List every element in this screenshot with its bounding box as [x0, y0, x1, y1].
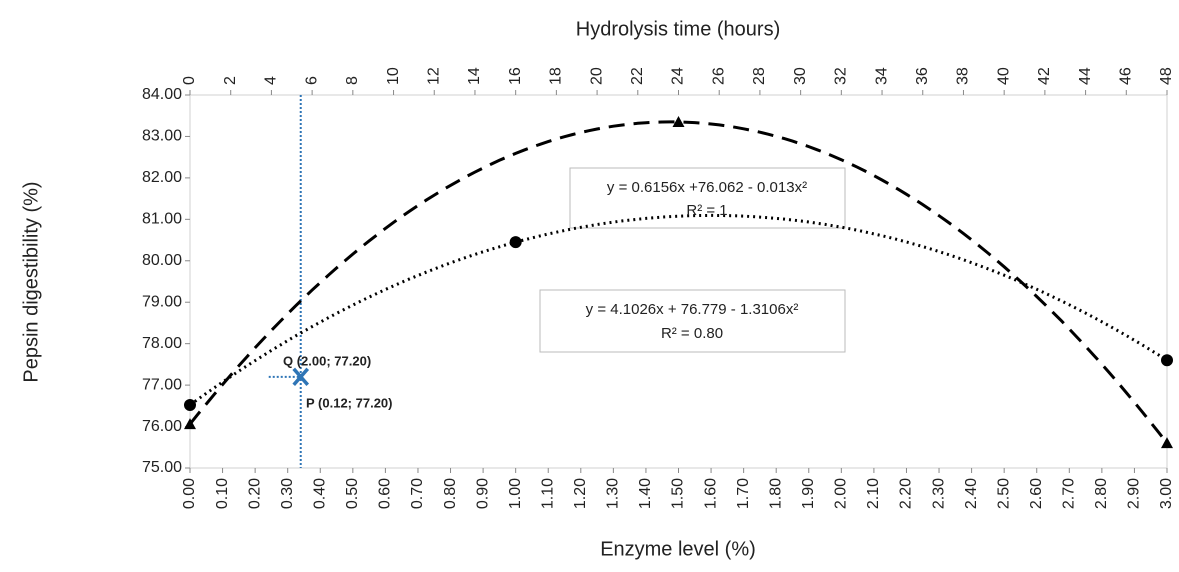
x2-tick-label: 8	[344, 76, 361, 85]
x-tick-label: 1.30	[605, 478, 622, 509]
top-axis-title: Hydrolysis time (hours)	[576, 18, 780, 40]
x2-tick-label: 12	[425, 67, 442, 85]
x-tick-label: 3.00	[1158, 478, 1175, 509]
x-tick-label: 0.10	[214, 478, 231, 509]
trendline	[189, 213, 1168, 407]
x-tick-label: 2.90	[1126, 478, 1143, 509]
x2-tick-label: 22	[629, 67, 646, 85]
x-tick-label: 1.10	[539, 478, 556, 509]
x-tick-label: 1.40	[637, 478, 654, 509]
x-tick-label: 0.70	[409, 478, 426, 509]
x-tick-label: 0.90	[474, 478, 491, 509]
y-tick-label: 78.00	[142, 335, 182, 352]
x2-tick-label: 36	[914, 67, 931, 85]
x-marker	[292, 367, 310, 386]
x-tick-label: 2.70	[1061, 478, 1078, 509]
circle-point	[509, 236, 522, 249]
y-tick-label: 83.00	[142, 128, 182, 145]
trendline	[188, 120, 1169, 445]
x2-tick-label: 4	[263, 76, 280, 85]
x2-tick-label: 44	[1077, 67, 1094, 85]
x2-tick-label: 26	[710, 67, 727, 85]
x2-tick-label: 0	[181, 76, 198, 85]
x2-tick-label: 40	[995, 67, 1012, 85]
triangle-point	[184, 418, 196, 430]
x-tick-label: 1.50	[670, 478, 687, 509]
x-tick-label: 1.00	[507, 478, 524, 509]
x-axis-title: Enzyme level (%)	[600, 538, 756, 560]
annotation: y = 0.6156x +76.062 - 0.013x²	[607, 179, 807, 196]
x2-tick-label: 32	[833, 67, 850, 85]
equation-box	[569, 167, 846, 229]
x-tick-label: 1.20	[572, 478, 589, 509]
x-tick-label: 1.80	[767, 478, 784, 509]
x-tick-label: 0.50	[344, 478, 361, 509]
y-tick-label: 79.00	[142, 293, 182, 310]
x2-tick-label: 6	[303, 76, 320, 85]
x-tick-label: 1.90	[800, 478, 817, 509]
y-tick-label: 76.00	[142, 418, 182, 435]
triangle-point	[672, 115, 685, 127]
x-tick-label: 0.20	[246, 478, 263, 509]
x-tick-label: 0.30	[279, 478, 296, 509]
x2-tick-label: 24	[670, 67, 687, 85]
x-tick-label: 2.10	[865, 478, 882, 509]
annotation: R² = 1	[686, 202, 727, 219]
y-tick-label: 80.00	[142, 252, 182, 269]
x-tick-label: 1.70	[735, 478, 752, 509]
x2-tick-label: 48	[1158, 67, 1175, 85]
x-tick-label: 2.60	[1028, 478, 1045, 509]
annotation: R² = 0.80	[661, 325, 723, 342]
x2-tick-label: 10	[385, 67, 402, 85]
x-tick-label: 2.40	[963, 478, 980, 509]
annotation: P (0.12; 77.20)	[306, 395, 392, 410]
y-tick-label: 84.00	[142, 86, 182, 103]
x-tick-label: 0.40	[311, 478, 328, 509]
circle-point	[1161, 354, 1173, 367]
x-tick-label: 2.00	[833, 478, 850, 509]
x-tick-label: 1.60	[702, 478, 719, 509]
y-axis-title: Pepsin digestibility (%)	[20, 181, 42, 382]
y-tick-label: 81.00	[142, 211, 182, 228]
equation-box	[539, 289, 846, 353]
x2-tick-label: 16	[507, 67, 524, 85]
x-tick-label: 0.60	[377, 478, 394, 509]
x-tick-label: 2.80	[1093, 478, 1110, 509]
x2-tick-label: 28	[751, 67, 768, 85]
annotation: Q (2.00; 77.20)	[283, 353, 371, 368]
x-tick-label: 0.80	[442, 478, 459, 509]
x2-tick-label: 38	[955, 67, 972, 85]
y-tick-label: 77.00	[142, 376, 182, 393]
x2-tick-label: 14	[466, 67, 483, 85]
x2-tick-label: 20	[588, 67, 605, 85]
x-tick-label: 2.20	[898, 478, 915, 509]
annotation: y = 4.1026x + 76.779 - 1.3106x²	[586, 301, 799, 318]
triangle-point	[1161, 437, 1173, 449]
y-tick-label: 75.00	[142, 459, 182, 476]
x-tick-label: 0.00	[181, 478, 198, 509]
y-tick-label: 82.00	[142, 169, 182, 186]
x2-tick-label: 46	[1118, 67, 1135, 85]
x2-tick-label: 18	[548, 67, 565, 85]
x2-tick-label: 30	[792, 67, 809, 85]
x-tick-label: 2.50	[995, 478, 1012, 509]
x2-tick-label: 42	[1036, 67, 1053, 85]
x-tick-label: 2.30	[930, 478, 947, 509]
x2-tick-label: 34	[873, 67, 890, 85]
x2-tick-label: 2	[222, 76, 239, 85]
circle-point	[184, 399, 196, 412]
